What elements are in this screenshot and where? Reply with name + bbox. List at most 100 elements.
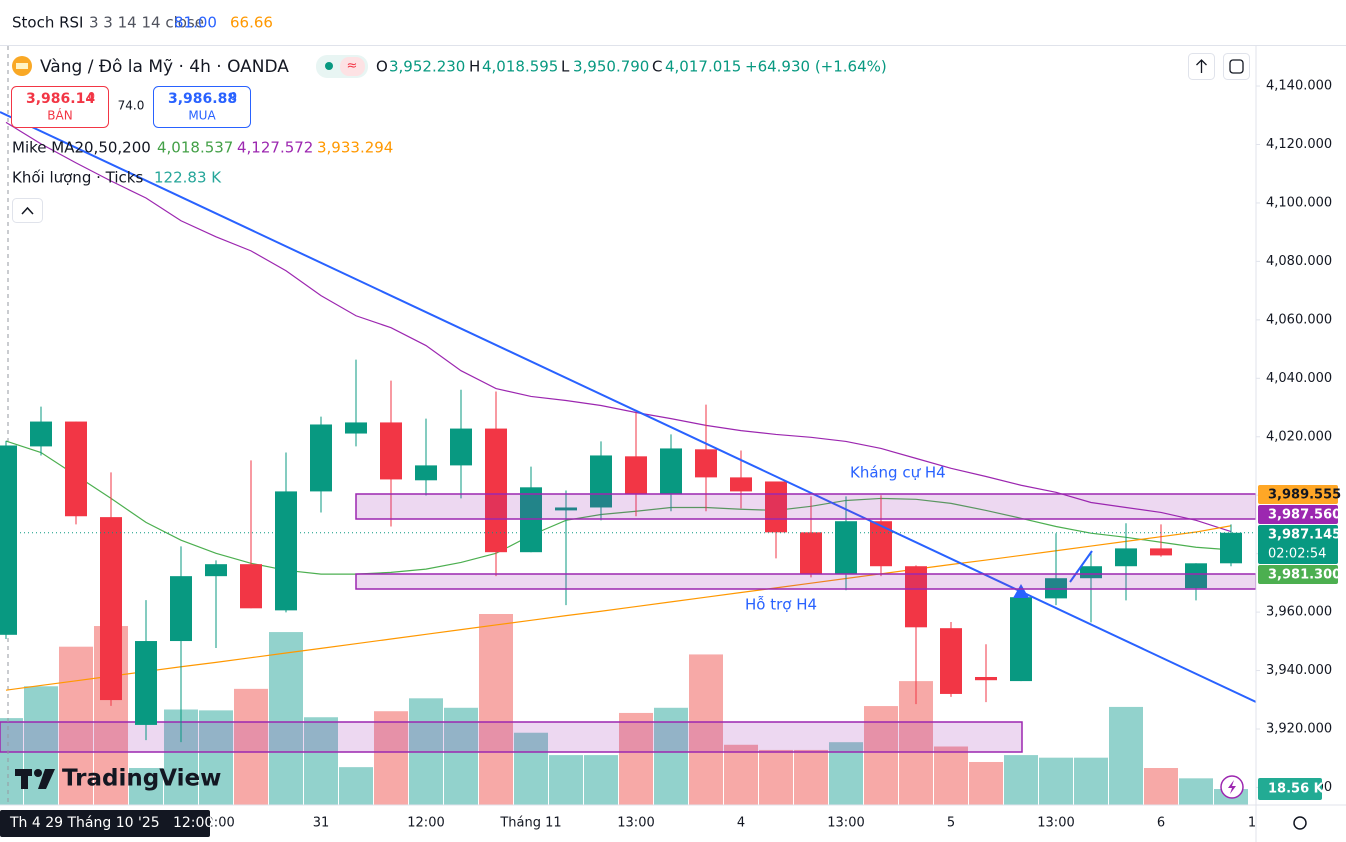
volume-bar: [759, 749, 793, 805]
y-tick-label: 4,080.000: [1266, 254, 1332, 269]
arrow: [1013, 584, 1029, 598]
status-dot: [325, 62, 333, 70]
volume-value: 122.83 K: [154, 169, 222, 187]
x-tick-label: Tháng 11: [499, 816, 561, 831]
price-tag: [1258, 484, 1338, 504]
candle-body: [485, 428, 507, 553]
candle-body: [65, 421, 87, 517]
x-tick-label: 12:00: [407, 816, 444, 831]
collapse-button[interactable]: [12, 198, 43, 223]
volume-bar: [339, 767, 373, 805]
volume-bar: [619, 712, 653, 805]
buy-price-sup: 0: [230, 90, 237, 103]
volume-bar: [1074, 757, 1108, 805]
x-tick-label: 6: [1157, 816, 1165, 831]
ohlc-value: 3,950.790: [573, 58, 649, 76]
y-tick-label: 3,940.000: [1266, 663, 1332, 678]
ma-name: Mike MA20,50,200: [12, 139, 151, 157]
buy-label: MUA: [188, 109, 216, 123]
buy-price: 3,986.88: [168, 91, 237, 107]
volume-bar: [129, 768, 163, 805]
volume-bar: [59, 646, 93, 805]
volume-bar: [1144, 768, 1178, 805]
candle-body: [1185, 563, 1207, 589]
volume-bar: [934, 746, 968, 805]
price-tag: [1258, 504, 1338, 524]
resistance-zone: [355, 493, 1256, 520]
candle-body: [380, 422, 402, 480]
ma-line: [5, 525, 1232, 691]
volume-name: Khối lượng · Ticks: [12, 169, 143, 187]
fullscreen-button[interactable]: [1223, 53, 1250, 80]
volume-bar: [479, 614, 513, 805]
volume-tag-label: 18.56 K: [1268, 782, 1325, 797]
indicator-name: Stoch RSI: [12, 14, 83, 32]
candle-body: [975, 676, 997, 681]
candle-body: [1010, 597, 1032, 682]
ohlc-value: 4,018.595: [482, 58, 558, 76]
drawings: [0, 111, 1256, 703]
symbol-icon: [16, 63, 28, 69]
trend-line: [0, 111, 1256, 703]
ma-line: [5, 121, 1232, 533]
x-tick-label: 13:00: [827, 816, 864, 831]
logo-mark: [21, 769, 28, 789]
candle-body: [625, 456, 647, 495]
candle-body: [30, 421, 52, 447]
logo-mark: [38, 769, 55, 789]
volume-bar: [0, 718, 23, 805]
volume-bar: [444, 707, 478, 805]
y-tick-label: 4,020.000: [1266, 429, 1332, 444]
ma-value: 3,933.294: [317, 139, 393, 157]
volume-bar: [234, 688, 268, 805]
x-tick-label: 5: [947, 816, 955, 831]
volume-tag: [1258, 778, 1322, 801]
ohlc-value: 4,017.015: [665, 58, 741, 76]
candle-body: [345, 422, 367, 434]
candle-body: [1150, 548, 1172, 556]
ohlc-label: H: [469, 58, 480, 76]
settings-button[interactable]: [1293, 816, 1307, 830]
alert-icon: [1228, 780, 1236, 794]
sell-price-sup: 0: [88, 90, 95, 103]
volume-bar: [864, 706, 898, 805]
x-tick-label: 31: [313, 816, 330, 831]
y-tick-label: 4,100.000: [1266, 195, 1332, 210]
indicator-value: 81.00: [174, 14, 217, 32]
candle-body: [520, 487, 542, 553]
volume-bar: [1039, 757, 1073, 805]
candle-body: [940, 628, 962, 694]
candle-layer: [0, 359, 1242, 743]
y-tick-label: 3,920.000: [1266, 722, 1332, 737]
volume-bar: [199, 710, 233, 805]
logo: TradingView: [15, 766, 221, 792]
volume-bar: [269, 632, 303, 805]
candle-body: [205, 564, 227, 577]
zone: [0, 721, 1023, 753]
volume-bar: [514, 732, 548, 805]
candle-body: [135, 641, 157, 725]
support-zone: [355, 573, 1256, 590]
fullscreen-icon: [1229, 59, 1244, 74]
x-tick-label: 1: [1248, 816, 1256, 831]
indicator-params: 3 3 14 14 close: [89, 14, 204, 32]
sell-price: 3,986.14: [26, 91, 95, 107]
ohlc-change: +64.930 (+1.64%): [745, 58, 887, 76]
price-tag-label: 3,987.560: [1268, 507, 1341, 522]
volume-layer: [0, 614, 1248, 805]
ohlc-label: L: [561, 58, 570, 76]
crosshair-box: [0, 810, 210, 837]
y-tick-label: 4,040.000: [1266, 371, 1332, 386]
buy-button[interactable]: [153, 86, 251, 128]
volume-bar: [724, 744, 758, 805]
ma-value: 4,127.572: [237, 139, 313, 157]
price-tag-label: 3,981.300: [1268, 567, 1341, 582]
volume-bar: [584, 755, 618, 805]
candle-body: [1080, 566, 1102, 579]
brand: TradingView: [62, 766, 221, 792]
logo-mark: [34, 769, 42, 777]
volume-bar: [689, 654, 723, 805]
sell-button[interactable]: [11, 86, 109, 128]
candle-body: [170, 576, 192, 642]
